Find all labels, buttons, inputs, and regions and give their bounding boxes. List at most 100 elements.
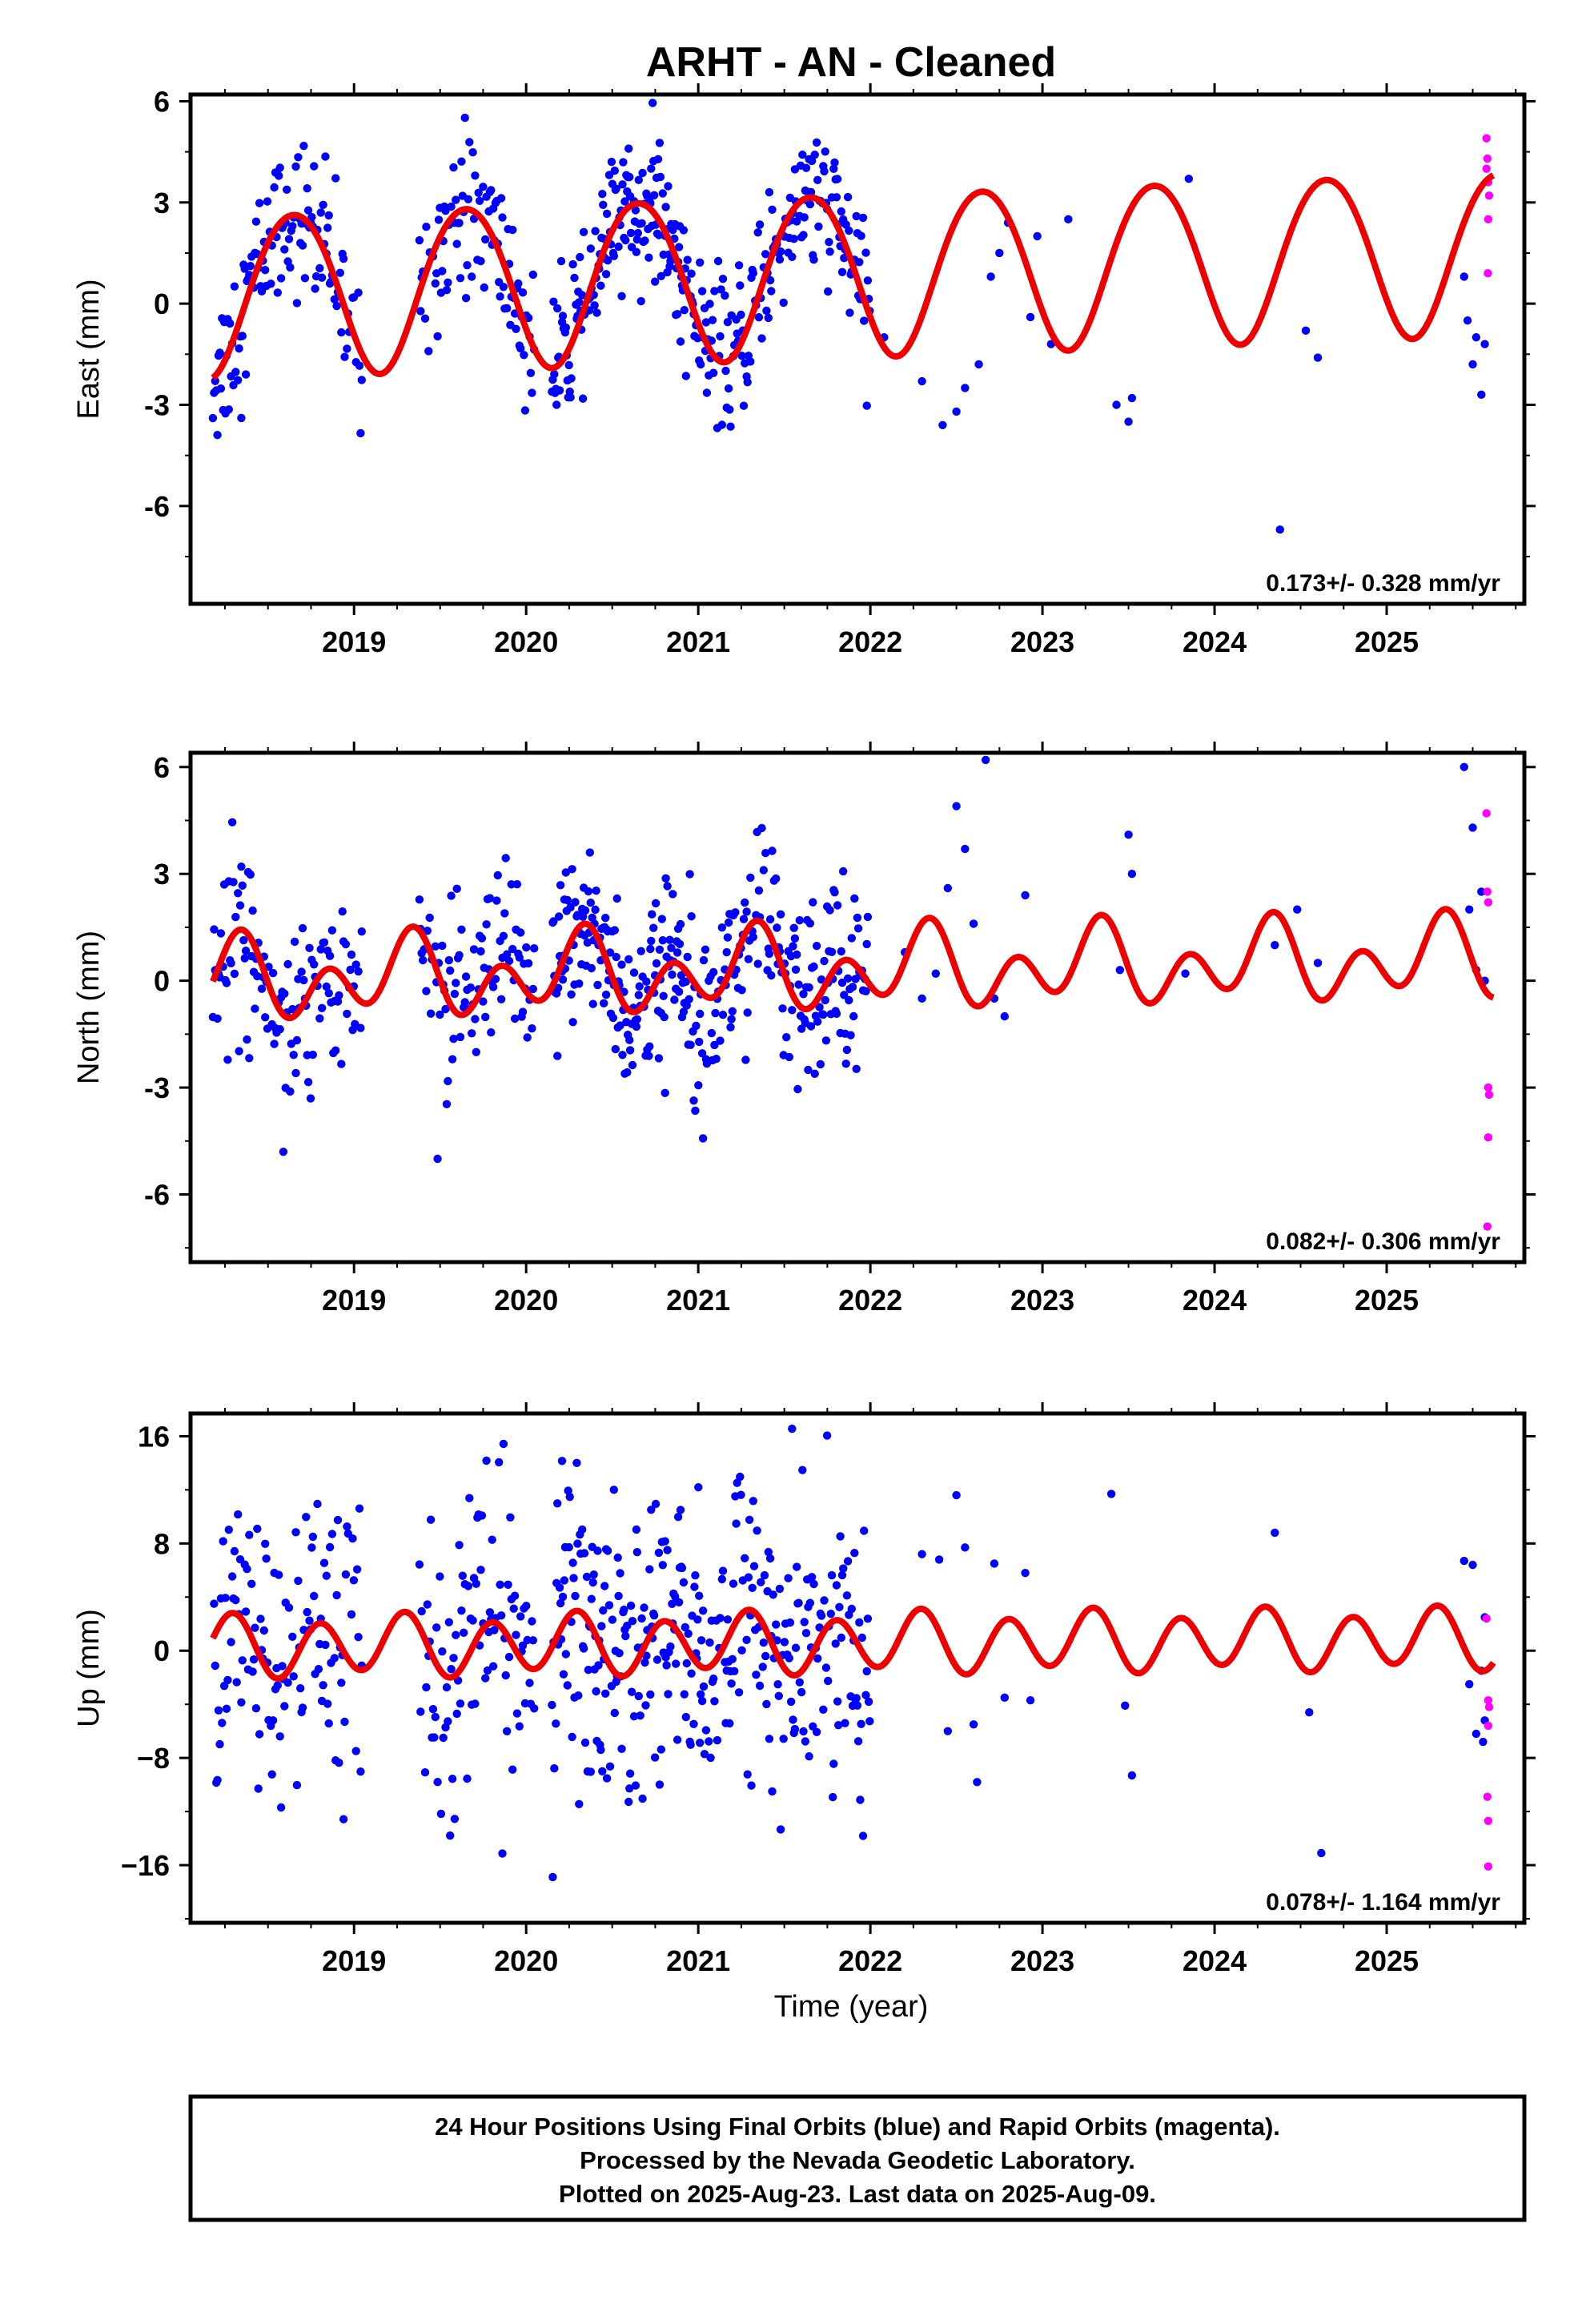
final-point	[580, 906, 590, 915]
final-point	[247, 1579, 256, 1589]
y-tick-label: 0	[154, 1634, 170, 1667]
final-point	[584, 1666, 593, 1675]
final-point	[582, 1572, 592, 1582]
final-point	[310, 162, 319, 171]
final-point	[612, 894, 621, 903]
final-point	[243, 1565, 251, 1574]
final-point	[461, 972, 471, 981]
final-point	[665, 935, 674, 944]
final-point	[528, 388, 536, 397]
final-point	[617, 292, 626, 300]
final-point	[952, 1490, 961, 1500]
final-point	[416, 1707, 425, 1716]
footer-frame	[188, 2094, 1527, 2222]
final-point	[216, 929, 226, 938]
final-point	[864, 1697, 873, 1707]
final-point	[241, 947, 251, 955]
final-point	[674, 987, 684, 996]
final-point	[251, 1623, 259, 1632]
final-point	[853, 1737, 863, 1746]
final-point	[764, 1547, 773, 1557]
final-point	[455, 1541, 464, 1550]
final-point	[718, 275, 728, 283]
final-point	[255, 199, 264, 207]
final-point	[615, 1649, 624, 1658]
final-point	[457, 925, 466, 935]
final-point	[474, 188, 483, 197]
final-point	[330, 1654, 339, 1663]
final-point	[552, 1719, 560, 1728]
final-point	[586, 1767, 595, 1776]
final-point	[857, 1633, 867, 1642]
final-point	[705, 1638, 714, 1647]
final-point	[607, 157, 616, 167]
final-point	[625, 1046, 635, 1055]
final-point	[231, 912, 240, 922]
final-point	[508, 944, 517, 954]
final-point	[603, 1546, 612, 1555]
final-point	[331, 174, 340, 183]
final-point	[284, 235, 294, 243]
final-point	[548, 1872, 557, 1882]
final-point	[447, 202, 456, 211]
final-point	[580, 1549, 589, 1558]
final-point	[632, 1022, 641, 1031]
y-tick-label: -6	[144, 490, 170, 523]
final-point	[223, 1675, 232, 1685]
final-point	[512, 880, 522, 889]
rapid-point	[1484, 269, 1492, 278]
final-point	[817, 1611, 826, 1620]
final-point	[237, 413, 246, 423]
final-point	[291, 1068, 300, 1078]
final-point	[568, 259, 577, 269]
final-point	[438, 1647, 447, 1656]
final-point	[799, 990, 808, 999]
final-point	[861, 987, 870, 996]
final-point	[761, 250, 770, 259]
final-point	[468, 1616, 477, 1625]
final-point	[636, 296, 645, 306]
final-point	[827, 947, 837, 957]
final-point	[623, 1068, 632, 1077]
final-point	[512, 324, 520, 333]
final-point	[554, 912, 564, 921]
final-point	[337, 1679, 346, 1687]
final-point	[636, 947, 645, 955]
final-point	[917, 1550, 926, 1558]
final-point	[313, 1499, 322, 1509]
data-points	[210, 1424, 1496, 1882]
y-tick-label: 8	[154, 1527, 170, 1560]
final-point	[456, 274, 465, 283]
x-tick-label: 2024	[1182, 1284, 1247, 1317]
final-point	[654, 231, 664, 239]
final-point	[520, 351, 528, 360]
final-point	[961, 384, 970, 392]
x-tick-label: 2025	[1355, 625, 1419, 658]
final-point	[729, 1579, 738, 1588]
final-point	[504, 1580, 512, 1590]
final-point	[572, 1458, 581, 1468]
final-point	[788, 1006, 797, 1015]
final-point	[436, 1010, 444, 1019]
final-point	[481, 1012, 490, 1022]
final-point	[291, 1528, 300, 1537]
footer-line-1: 24 Hour Positions Using Final Orbits (bl…	[435, 2113, 1280, 2141]
final-point	[611, 1044, 620, 1054]
final-point	[516, 344, 525, 353]
final-point	[683, 255, 692, 264]
final-point	[776, 1825, 785, 1834]
final-point	[674, 243, 684, 251]
y-tick-label: −8	[137, 1742, 170, 1775]
final-point	[276, 1803, 286, 1812]
final-point	[442, 1683, 452, 1692]
final-point	[333, 997, 343, 1006]
final-point	[339, 254, 348, 263]
final-point	[724, 384, 733, 393]
final-point	[499, 283, 508, 292]
final-point	[528, 1617, 536, 1626]
final-point	[727, 1015, 736, 1023]
final-point	[227, 1572, 237, 1581]
final-point	[857, 231, 865, 240]
final-point	[757, 1578, 765, 1586]
rapid-point	[1482, 164, 1491, 173]
